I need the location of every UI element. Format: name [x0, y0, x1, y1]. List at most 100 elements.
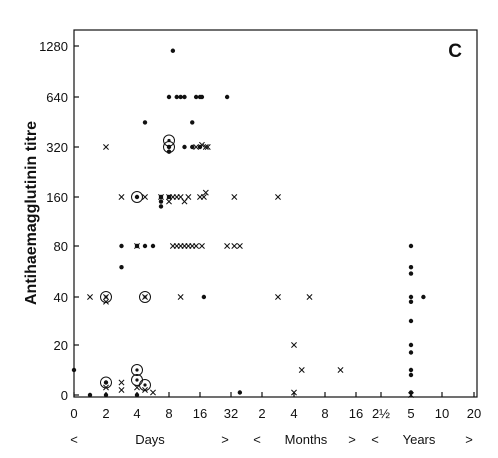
data-point-dot	[150, 243, 156, 249]
data-point-circled	[131, 191, 143, 203]
data-point-dot	[182, 144, 187, 150]
data-point-circled	[131, 364, 143, 376]
y-tick-label: 160	[46, 190, 68, 205]
x-span-right: >	[221, 432, 229, 447]
data-point-cross	[291, 389, 297, 396]
data-point-cross	[118, 194, 125, 200]
data-point-dot	[408, 350, 414, 355]
x-span-label: Days	[135, 432, 165, 447]
x-tick-label: 10	[435, 406, 449, 421]
x-tick-label: 2½	[372, 406, 390, 421]
data-point-cross	[103, 298, 109, 305]
data-point-cross	[202, 189, 209, 196]
x-tick-label: 32	[224, 406, 238, 421]
x-span-left: <	[253, 432, 261, 447]
data-point-dot	[71, 367, 77, 373]
data-point-dot	[408, 264, 414, 270]
x-span-left: <	[371, 432, 379, 447]
x-tick-label: 4	[290, 406, 297, 421]
data-point-cross	[408, 392, 414, 398]
data-point-cross	[231, 243, 238, 249]
x-tick-label: 2	[102, 406, 109, 421]
plot-frame-group	[73, 29, 478, 398]
data-point-circled	[139, 379, 151, 391]
y-axis-ticks: 0 20 40 80 160 320 640 1280	[39, 39, 79, 403]
data-point-dot	[134, 392, 140, 398]
data-point-cross	[198, 243, 205, 249]
data-point-cross	[134, 243, 140, 249]
data-point-circled	[100, 376, 112, 389]
data-point-dot	[224, 94, 230, 100]
x-span-left: <	[70, 432, 78, 447]
data-point-cross	[142, 194, 148, 200]
data-point-dot	[119, 243, 124, 249]
y-tick-label: 20	[54, 338, 68, 353]
data-point-cross	[134, 384, 140, 391]
data-point-dot	[190, 120, 195, 125]
data-point-dot	[408, 372, 414, 378]
x-tick-label: 20	[467, 406, 481, 421]
data-point-cross	[185, 194, 192, 200]
data-point-cross	[193, 243, 200, 249]
data-point-dot	[178, 94, 183, 100]
data-point-cross	[224, 243, 231, 249]
data-point-dot	[199, 94, 205, 100]
data-point-dot	[142, 243, 148, 249]
x-tick-label: 2	[258, 406, 265, 421]
data-point-dot	[237, 390, 243, 395]
data-point-circled	[163, 134, 175, 147]
x-tick-label: 4	[133, 406, 140, 421]
data-point-dot	[408, 271, 414, 276]
data-point-circled	[131, 374, 143, 386]
data-point-cross	[337, 367, 344, 373]
data-point-dot	[201, 294, 207, 300]
data-point-circled	[139, 291, 151, 303]
y-tick-label: 1280	[39, 39, 68, 54]
data-point-circled	[100, 291, 112, 303]
data-point-dot	[119, 264, 124, 270]
data-point-cross	[298, 367, 305, 373]
data-point-cross	[118, 379, 125, 386]
y-axis-title: Antihaemagglutinin titre	[23, 121, 40, 305]
x-tick-label: 0	[70, 406, 77, 421]
data-point-dot	[158, 199, 164, 204]
y-tick-label: 80	[54, 239, 68, 254]
data-point-dot	[193, 94, 199, 100]
panel-label: C	[448, 41, 462, 62]
y-tick-label: 320	[46, 140, 68, 155]
data-point-cross	[231, 194, 238, 200]
x-tick-label: 16	[349, 406, 363, 421]
data-point-dot	[87, 392, 93, 398]
data-point-cross	[202, 144, 209, 150]
data-point-cross	[87, 294, 93, 300]
data-point-cross	[198, 141, 205, 148]
data-points	[71, 48, 426, 398]
data-point-cross	[150, 389, 156, 396]
data-point-dot	[142, 120, 148, 125]
data-point-cross	[193, 144, 200, 150]
data-point-cross	[118, 387, 125, 393]
data-point-cross	[103, 144, 109, 150]
data-point-dot	[408, 299, 414, 304]
data-point-cross	[204, 144, 211, 150]
data-point-dot	[166, 94, 172, 100]
y-tick-label: 40	[54, 290, 68, 305]
x-tick-label: 8	[321, 406, 328, 421]
data-point-dot	[170, 48, 176, 53]
data-point-cross	[291, 342, 297, 348]
data-point-cross	[236, 243, 243, 249]
x-tick-label: 8	[165, 406, 172, 421]
plot-frame	[73, 29, 478, 398]
data-point-dot	[408, 318, 414, 324]
data-point-dot	[421, 294, 426, 300]
data-point-dot	[408, 243, 414, 249]
data-point-dot	[182, 94, 187, 100]
x-span-label: Months	[285, 432, 328, 447]
data-point-dot	[103, 392, 109, 398]
data-point-circled	[163, 141, 175, 153]
x-span-right: >	[465, 432, 473, 447]
data-point-cross	[306, 294, 313, 300]
data-point-dot	[174, 94, 179, 100]
x-span-label: Years	[403, 432, 436, 447]
